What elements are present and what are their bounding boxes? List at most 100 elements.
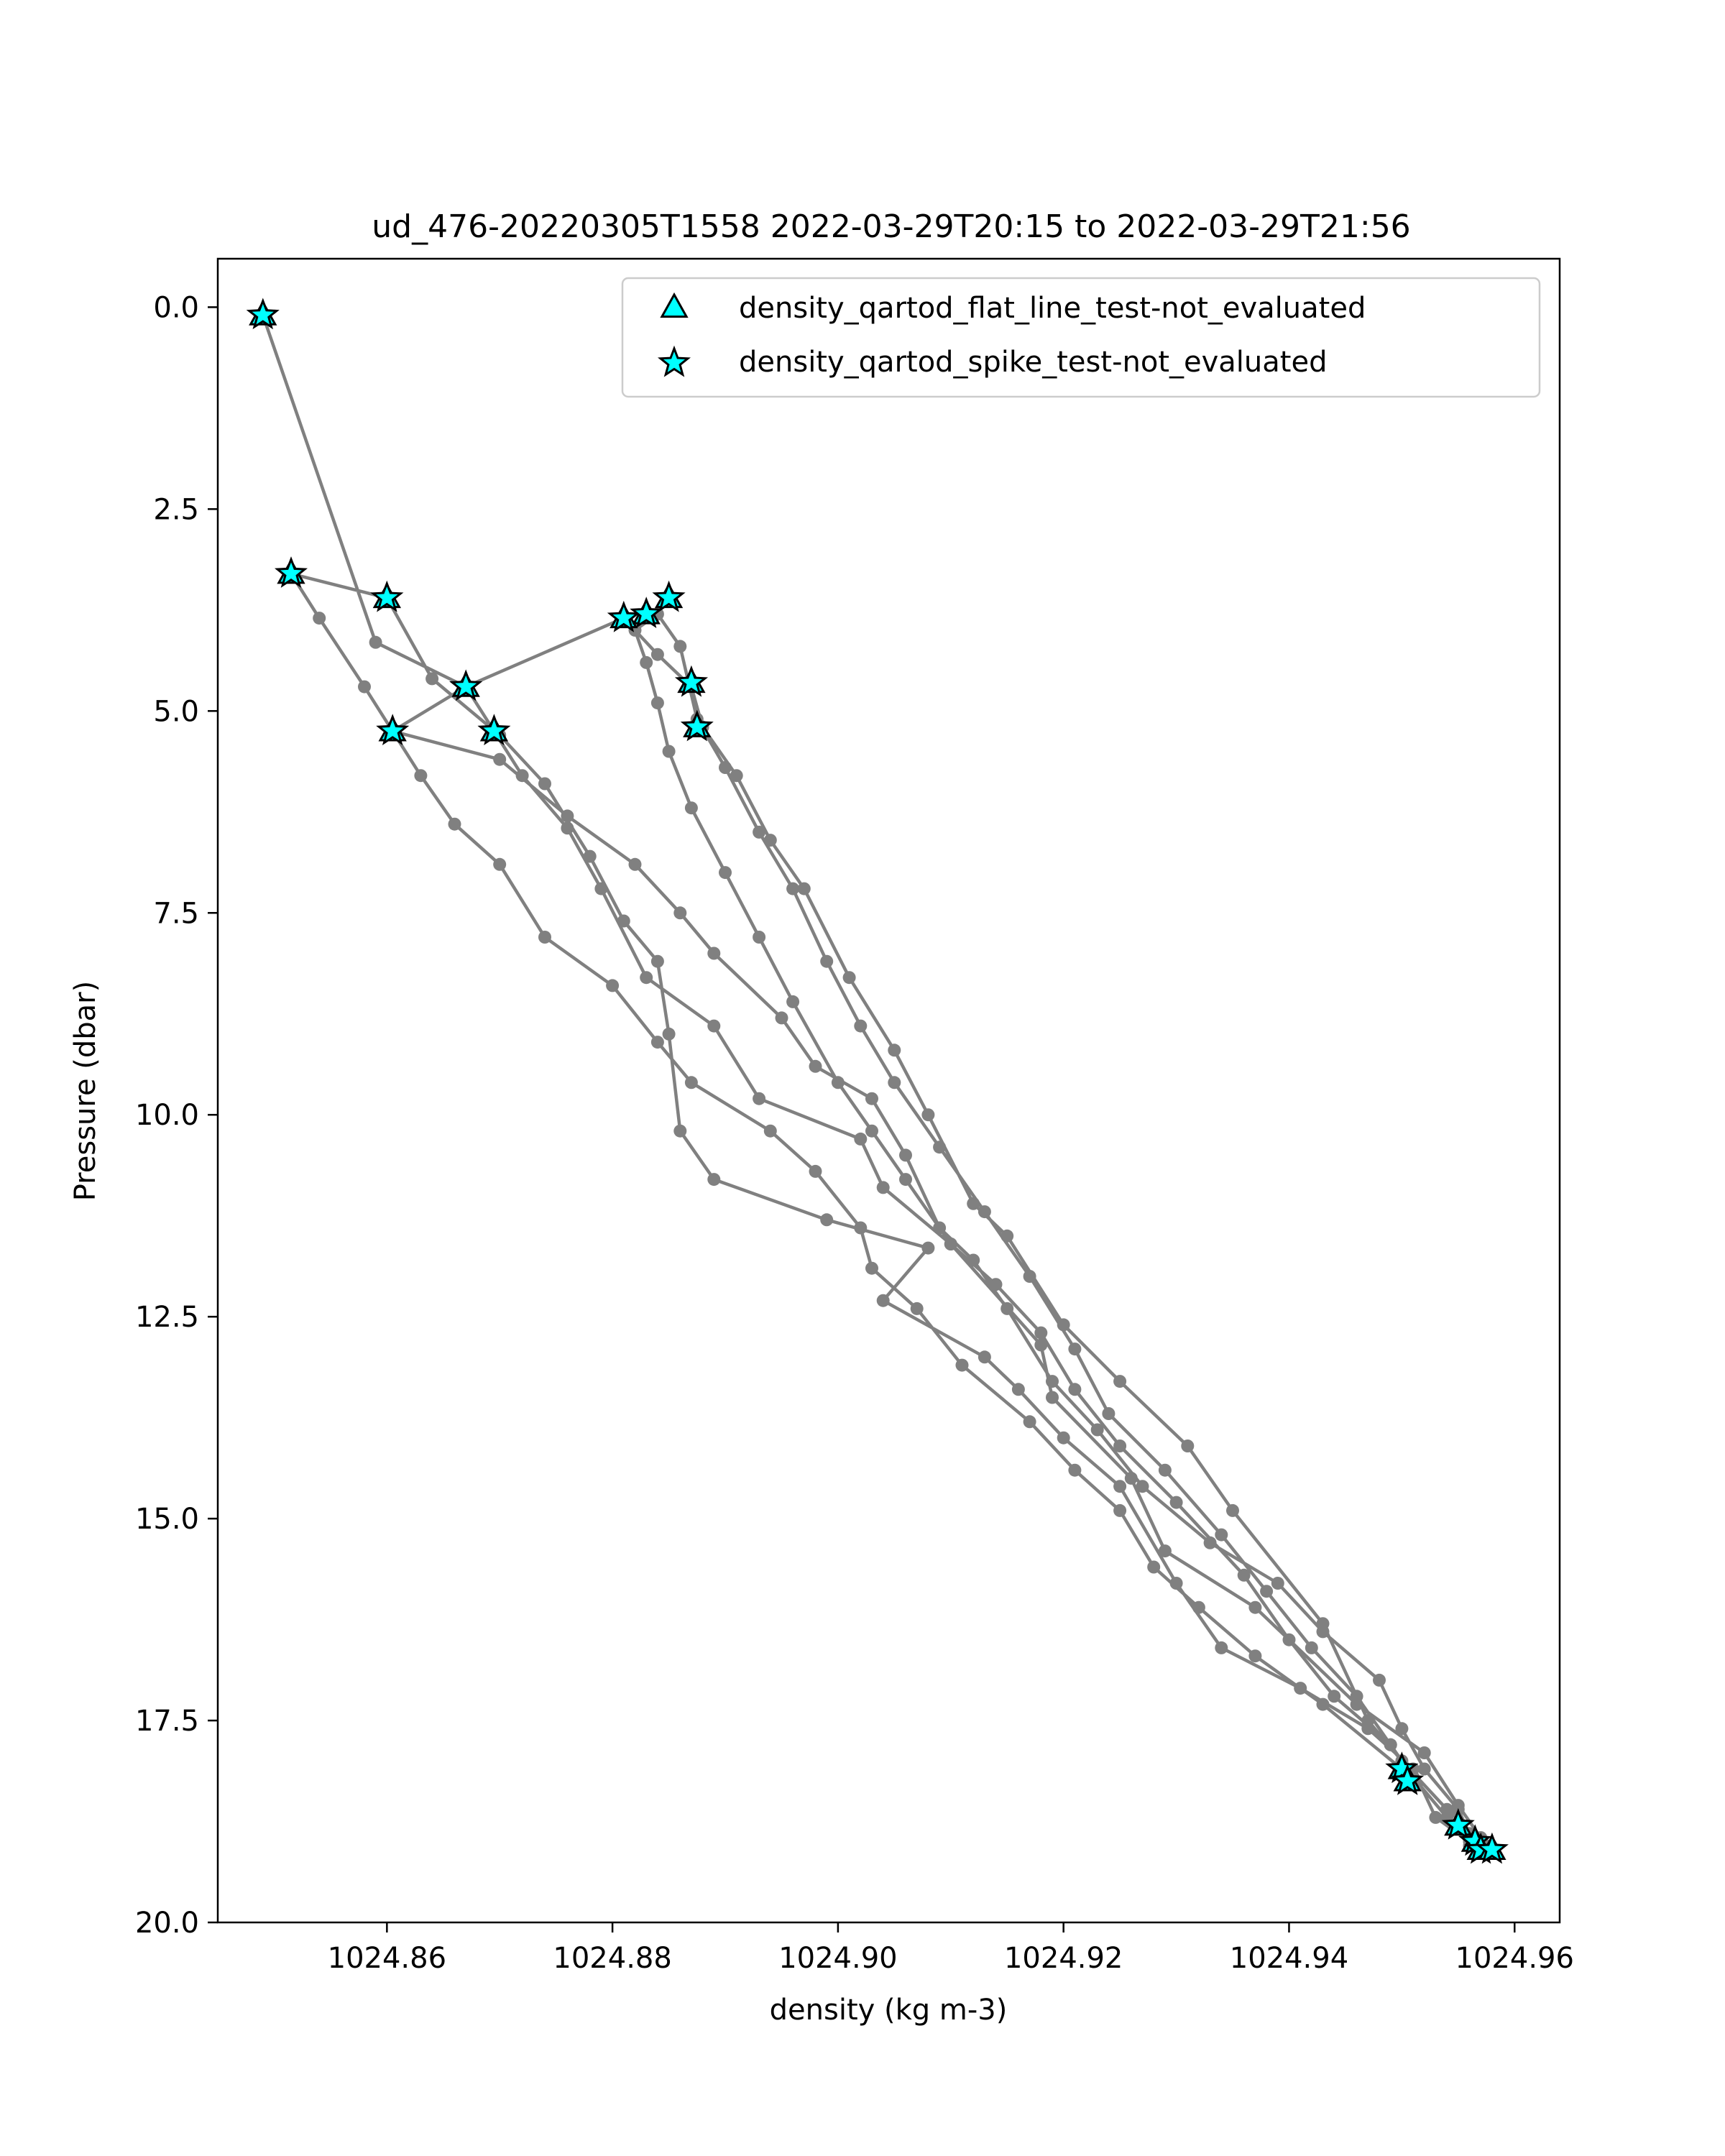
y-tick-label: 17.5 bbox=[135, 1705, 199, 1738]
x-tick-label: 1024.86 bbox=[328, 1942, 446, 1975]
y-tick-label: 7.5 bbox=[153, 897, 199, 930]
profile-point bbox=[1169, 1496, 1183, 1509]
profile-point bbox=[1203, 1536, 1217, 1549]
spike-not-evaluated-marker bbox=[1475, 1832, 1509, 1864]
profile-point bbox=[820, 954, 834, 968]
profile-point bbox=[865, 1124, 878, 1138]
profile-point bbox=[1046, 1391, 1059, 1404]
profile-point bbox=[854, 1019, 868, 1033]
profile-point bbox=[448, 817, 461, 831]
profile-point bbox=[1294, 1682, 1307, 1695]
profile-point bbox=[1417, 1762, 1431, 1776]
legend-box bbox=[621, 277, 1541, 398]
profile-point bbox=[650, 648, 664, 661]
profile-point bbox=[369, 635, 382, 649]
profile-point bbox=[854, 1132, 868, 1146]
profile-point bbox=[650, 954, 664, 968]
profile-point bbox=[1260, 1585, 1274, 1598]
profile-point bbox=[640, 971, 653, 985]
y-tick-label: 2.5 bbox=[153, 493, 199, 526]
profile-point bbox=[876, 1181, 890, 1194]
profile-point bbox=[1282, 1633, 1296, 1646]
profile-point bbox=[617, 914, 630, 928]
profile-point bbox=[1023, 1270, 1036, 1283]
profile-point bbox=[921, 1241, 935, 1255]
y-tick-label: 20.0 bbox=[135, 1907, 199, 1940]
profile-point bbox=[842, 971, 856, 985]
profile-point bbox=[899, 1148, 912, 1162]
spike-not-evaluated-marker bbox=[376, 714, 410, 746]
profile-point bbox=[650, 1036, 664, 1049]
profile-point bbox=[1136, 1480, 1149, 1493]
profile-point bbox=[865, 1261, 878, 1275]
profile-point bbox=[1023, 1415, 1036, 1429]
profile-point bbox=[753, 1092, 766, 1105]
y-axis-label: Pressure (dbar) bbox=[69, 981, 102, 1201]
profile-point bbox=[673, 640, 687, 653]
spike-not-evaluated-marker bbox=[674, 665, 709, 697]
profile-point bbox=[1068, 1342, 1082, 1356]
profile-point bbox=[1192, 1600, 1205, 1614]
profile-point bbox=[944, 1238, 957, 1250]
profile-point bbox=[1429, 1810, 1443, 1824]
profile-point bbox=[1181, 1439, 1195, 1452]
profile-point bbox=[1373, 1673, 1386, 1687]
profile-point bbox=[1328, 1690, 1341, 1703]
spike-not-evaluated-marker bbox=[607, 600, 640, 632]
profile-point bbox=[1384, 1738, 1397, 1751]
profile-point bbox=[910, 1302, 924, 1315]
spike-not-evaluated-marker bbox=[449, 669, 483, 701]
profile-point bbox=[426, 672, 439, 686]
profile-point bbox=[933, 1221, 947, 1235]
profile-point bbox=[1124, 1471, 1138, 1485]
x-axis: 1024.86 1024.88 1024.90 1024.92 1024.94 1024.… bbox=[328, 1922, 1574, 1975]
legend-triangle-marker bbox=[660, 292, 689, 318]
profile-point bbox=[1316, 1697, 1330, 1711]
plot-area bbox=[246, 298, 1509, 1864]
profile-point bbox=[1361, 1722, 1375, 1736]
profile-point bbox=[662, 745, 676, 758]
profile-point bbox=[888, 1076, 901, 1089]
profile-point bbox=[561, 821, 574, 835]
y-tick-label: 15.0 bbox=[135, 1503, 199, 1536]
y-tick-label: 5.0 bbox=[153, 695, 199, 728]
profile-point bbox=[797, 882, 811, 895]
profile-point bbox=[1305, 1641, 1318, 1654]
profile-point bbox=[1057, 1431, 1070, 1445]
profile-point bbox=[753, 825, 766, 839]
profile-point bbox=[955, 1358, 969, 1372]
profile-point bbox=[414, 769, 428, 783]
x-tick-label: 1024.88 bbox=[553, 1942, 671, 1975]
profile-point bbox=[1057, 1318, 1070, 1332]
profile-point bbox=[313, 612, 326, 625]
profile-point bbox=[1102, 1407, 1116, 1420]
profile-point bbox=[719, 866, 732, 880]
profile-point bbox=[707, 1173, 721, 1187]
profile-point bbox=[1169, 1577, 1183, 1590]
profile-point bbox=[707, 946, 721, 960]
profile-point bbox=[1226, 1503, 1239, 1517]
profile-point bbox=[1395, 1722, 1409, 1736]
profile-point bbox=[933, 1141, 947, 1154]
profile-point bbox=[989, 1278, 1003, 1291]
profile-point bbox=[809, 1164, 822, 1178]
profile-point bbox=[1034, 1338, 1048, 1352]
legend-star-marker bbox=[657, 345, 691, 377]
profile-point bbox=[673, 1124, 687, 1138]
profile-point bbox=[358, 680, 371, 694]
profile-point bbox=[561, 809, 574, 823]
spike-not-evaluated-marker bbox=[1385, 1751, 1419, 1784]
profile-point bbox=[730, 769, 743, 783]
profile-point bbox=[967, 1253, 980, 1267]
profile-point bbox=[493, 857, 507, 871]
profile-point bbox=[1068, 1463, 1082, 1477]
legend-label-spike: density_qartod_spike_test-not_evaluated bbox=[739, 346, 1327, 379]
profile-point bbox=[1237, 1568, 1251, 1582]
profile-point bbox=[538, 931, 551, 944]
profile-point bbox=[1000, 1302, 1014, 1315]
y-tick-label: 10.0 bbox=[135, 1099, 199, 1132]
profile-point bbox=[854, 1221, 868, 1235]
profile-point bbox=[1248, 1649, 1262, 1663]
profile-point bbox=[1215, 1528, 1228, 1542]
